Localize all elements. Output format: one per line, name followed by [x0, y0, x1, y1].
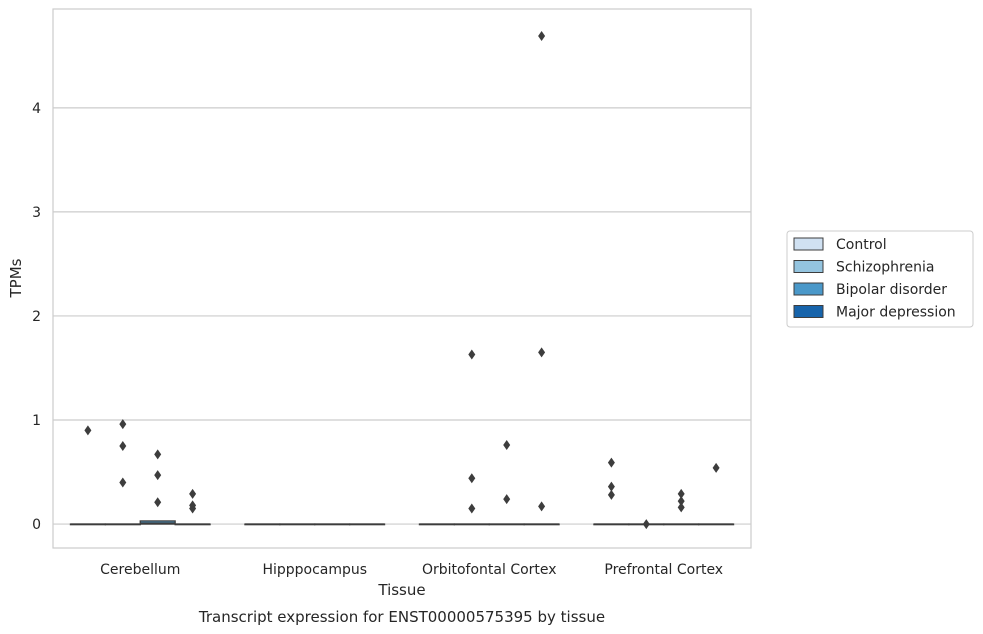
- x-tick-label: Hipppocampus: [262, 562, 367, 578]
- box: [279, 523, 316, 526]
- outlier-point: [154, 470, 162, 481]
- outlier-point: [538, 501, 546, 512]
- outlier-point: [468, 473, 476, 484]
- outlier-point: [607, 489, 615, 500]
- outlier-point: [119, 419, 127, 430]
- box: [104, 523, 141, 526]
- outlier-point: [468, 503, 476, 514]
- outlier-point: [154, 497, 162, 508]
- outlier-point: [677, 488, 685, 499]
- outlier-points: [84, 31, 720, 530]
- outlier-point: [119, 477, 127, 488]
- legend-label: Bipolar disorder: [836, 282, 947, 298]
- box: [418, 523, 456, 526]
- x-tick-label: Orbitofontal Cortex: [422, 562, 557, 578]
- box: [523, 523, 560, 526]
- legend: Control Schizophrenia Bipolar disorder Majo…: [786, 230, 974, 328]
- box: [348, 523, 386, 526]
- box: [663, 523, 700, 526]
- box: [69, 523, 106, 526]
- outlier-point: [189, 488, 197, 499]
- box: [698, 523, 735, 526]
- box: [139, 520, 176, 525]
- box: [593, 523, 630, 526]
- legend-label: Control: [836, 237, 887, 253]
- outlier-point: [503, 494, 511, 505]
- outlier-point: [642, 519, 650, 530]
- outlier-point: [84, 425, 92, 436]
- outlier-point: [468, 349, 476, 360]
- y-axis-label: TPMs: [7, 258, 25, 298]
- box-series: [69, 520, 735, 526]
- x-tick-label: Prefrontal Cortex: [604, 562, 723, 578]
- legend-label: Major depression: [836, 305, 956, 321]
- outlier-point: [189, 503, 197, 514]
- legend-swatch: [793, 305, 824, 318]
- legend-frame: [786, 230, 974, 328]
- legend-swatch: [793, 260, 824, 273]
- outlier-point: [503, 439, 511, 450]
- y-tick-label: 3: [32, 205, 41, 221]
- outlier-point: [538, 347, 546, 358]
- legend-items: Control Schizophrenia Bipolar disorder Majo…: [793, 237, 956, 321]
- chart-caption: Transcript expression for ENST0000057539…: [198, 608, 605, 626]
- outlier-point: [607, 481, 615, 492]
- legend-swatch: [793, 237, 824, 251]
- plot-area: [52, 8, 752, 549]
- y-tick-label: 1: [32, 413, 41, 429]
- outlier-point: [607, 457, 615, 468]
- x-axis-label: Tissue: [377, 581, 425, 599]
- box: [314, 523, 351, 526]
- outlier-point: [677, 502, 685, 513]
- x-tick-label: Cerebellum: [100, 562, 180, 578]
- box: [244, 523, 281, 526]
- y-tick-label: 0: [32, 517, 41, 533]
- legend-swatch: [793, 282, 824, 296]
- x-tick-labels: Cerebellum Hipppocampus Orbitofontal Corte…: [100, 562, 723, 578]
- y-tick-label: 4: [32, 101, 41, 117]
- box: [453, 523, 490, 526]
- box: [174, 523, 211, 526]
- legend-label: Schizophrenia: [836, 260, 934, 276]
- outlier-point: [677, 496, 685, 507]
- outlier-point: [154, 449, 162, 460]
- y-tick-labels: 0 1 2 3 4: [32, 101, 41, 533]
- outlier-point: [119, 441, 127, 452]
- y-tick-label: 2: [32, 309, 41, 325]
- box: [488, 523, 525, 526]
- outlier-point: [538, 31, 546, 42]
- outlier-point: [712, 462, 720, 473]
